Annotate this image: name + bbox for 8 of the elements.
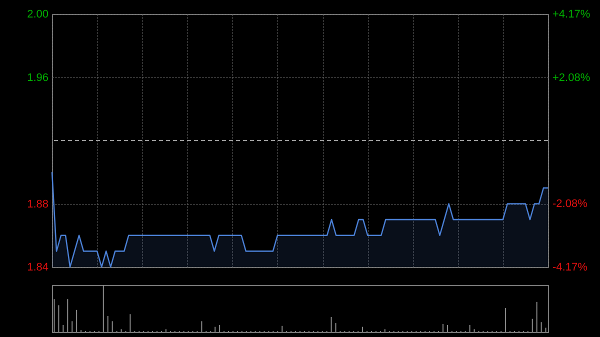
y2-tick-label: -2.08% (552, 198, 588, 210)
y2-tick-label: +2.08% (552, 72, 590, 84)
y-tick-label: 1.84 (27, 262, 48, 274)
y-tick-label: 1.96 (27, 72, 48, 84)
y2-tick-label: -4.17% (552, 262, 588, 274)
y-tick-label: 1.88 (27, 198, 48, 210)
y-tick-label: 2.00 (27, 8, 48, 20)
y2-tick-label: +4.17% (552, 8, 590, 20)
